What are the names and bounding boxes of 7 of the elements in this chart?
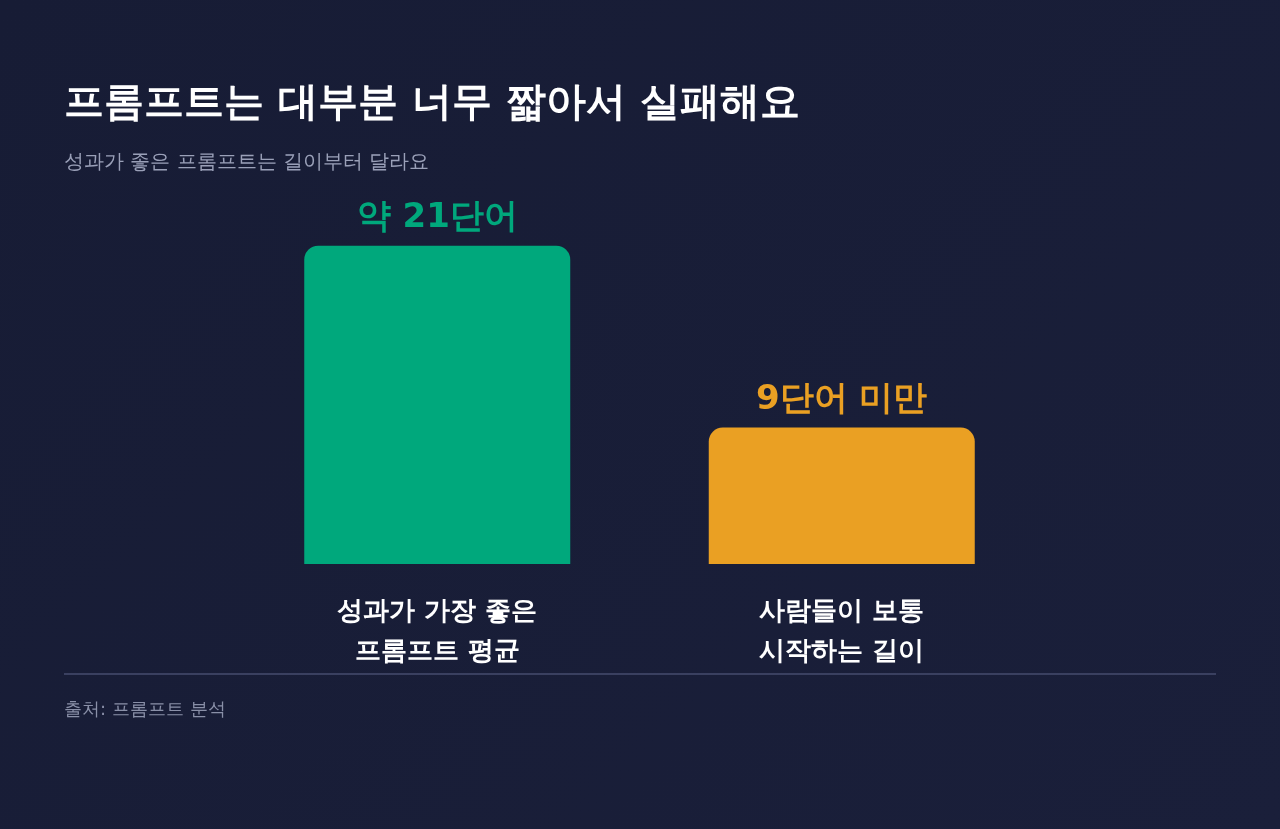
data-label: 약 21단어	[356, 194, 518, 235]
chart-subtitle: 성과가 좋은 프롬프트는 길이부터 달라요	[64, 148, 430, 175]
source-note: 출처: 프롬프트 분석	[64, 697, 226, 721]
data-label: 9단어 미만	[756, 376, 928, 417]
x-tick-label: 사람들이 보통 시작하는 길이	[759, 595, 925, 665]
chart-title: 프롬프트는 대부분 너무 짧아서 실패해요	[64, 77, 800, 126]
x-tick-label: 성과가 가장 좋은 프롬프트 평균	[337, 595, 538, 665]
